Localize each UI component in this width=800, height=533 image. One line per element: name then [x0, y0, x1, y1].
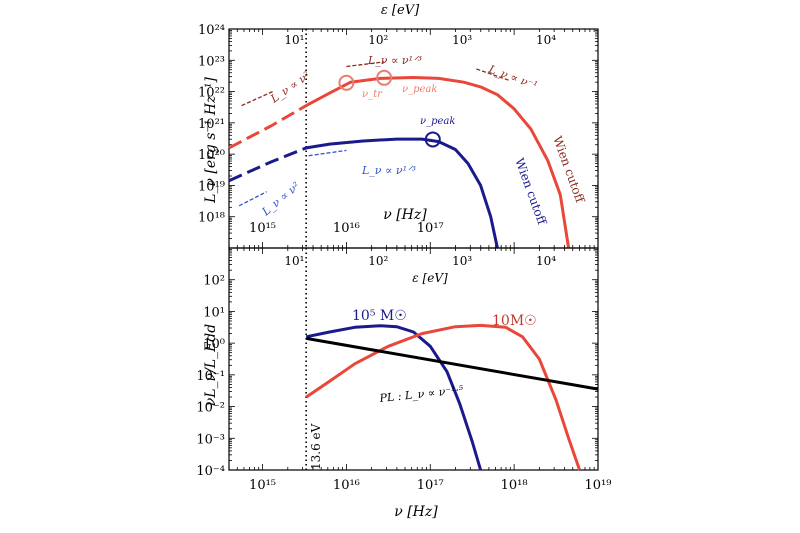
top-y-tick-label: 10¹⁸ — [198, 211, 225, 226]
label-pl: PL : L_ν ∝ ν⁻¹·⁵ — [378, 383, 465, 405]
bottom-y-tick-label: 10⁻² — [196, 401, 225, 416]
top-marker-lightred — [376, 69, 393, 86]
top-panel-ylabel: L_ν [erg s⁻¹ Hz⁻¹] — [203, 77, 219, 204]
bottom-y-tick-label: 10⁻³ — [196, 432, 225, 447]
bottom-y-tick-label: 10⁻⁴ — [196, 464, 225, 479]
label-wien-red: Wien cutoff — [550, 134, 587, 206]
bottom-series-black-solid — [305, 336, 599, 391]
bottom-panel-ylabel: νL_ν/L_Edd — [203, 324, 219, 407]
top-top-tick-label: 10¹ — [284, 33, 304, 47]
top-y-tick-label: 10²⁴ — [198, 23, 225, 38]
label-nupeak-blue: ν_peak — [420, 116, 455, 127]
top-slope-guide — [238, 191, 267, 207]
label-nu13-red: L_ν ∝ ν¹ᐟ³ — [367, 54, 422, 67]
label-num1-red: L_ν ∝ ν⁻¹ — [486, 62, 539, 92]
top-x-tick-label: 10¹⁵ — [249, 221, 276, 236]
bottom-series-red-solid — [305, 323, 582, 471]
top-top-tick-label: 10² — [368, 33, 388, 47]
bottom-panel-xlabel: ν [Hz] — [394, 504, 438, 520]
bottom-panel-top-axis-label: ε [eV] — [412, 271, 448, 285]
top-x-tick-label: 10¹⁶ — [333, 221, 360, 236]
label-nupeak-red: ν_peak — [402, 84, 437, 95]
bottom-y-tick-label: 10⁻¹ — [196, 369, 225, 384]
top-panel-xlabel: ν [Hz] — [383, 207, 427, 223]
top-top-tick-label: 10⁴ — [536, 33, 556, 47]
label-mass-red: 10M☉ — [492, 313, 537, 329]
bottom-x-tick-label: 10¹⁷ — [417, 478, 444, 493]
label-nu2-blue: L_ν ∝ ν² — [259, 179, 303, 219]
label-wien-blue: Wien cutoff — [512, 156, 549, 228]
top-x-tick-label: 10¹⁷ — [417, 221, 444, 236]
top-marker-blue — [424, 131, 441, 148]
bottom-x-tick-label: 10¹⁵ — [249, 478, 276, 493]
bottom-top-tick-label: 10³ — [452, 254, 472, 268]
bottom-top-tick-label: 10⁴ — [536, 254, 556, 268]
top-y-tick-label: 10²¹ — [198, 117, 225, 132]
bottom-panel: 10¹⁵ 10¹⁶ 10¹⁷ 10¹⁸ 10¹⁹ 10⁻⁴ 10⁻³ 10⁻² 10⁻¹ 10⁰ 1… — [196, 247, 612, 493]
bottom-y-tick-label: 10² — [203, 274, 225, 289]
label-nutr: ν_tr — [362, 89, 383, 100]
top-panel-top-axis-label: ε [eV] — [381, 3, 420, 18]
top-slope-guide — [308, 149, 347, 157]
top-y-tick-label: 10²⁰ — [198, 148, 225, 163]
top-series-red-dashed — [228, 104, 307, 150]
label-nu13-blue: L_ν ∝ ν¹ᐟ³ — [361, 164, 416, 177]
top-top-tick-label: 10³ — [452, 33, 472, 47]
top-slope-guide — [346, 61, 385, 68]
bottom-y-tick-label: 10⁰ — [203, 337, 225, 352]
bottom-x-tick-label: 10¹⁸ — [501, 478, 528, 493]
top-marker-lightred — [338, 74, 355, 91]
bottom-top-tick-label: 10² — [368, 254, 388, 268]
bottom-x-tick-label: 10¹⁹ — [585, 478, 612, 493]
bottom-plot-frame — [228, 247, 599, 471]
bottom-y-tick-label: 10¹ — [203, 305, 225, 320]
bottom-top-tick-label: 10¹ — [284, 254, 304, 268]
bottom-series-blue-solid — [305, 324, 483, 471]
label-mass-blue: 10⁵ M☉ — [352, 308, 407, 324]
top-panel: 10¹⁵ 10¹⁶ 10¹⁷ 10¹⁸ 10¹⁹ 10²⁰ 10²¹ 10²² 10²³ 10²⁴… — [198, 23, 599, 249]
top-series-red-solid — [305, 76, 571, 249]
top-y-tick-label: 10²² — [198, 86, 225, 101]
top-y-tick-label: 10²³ — [198, 54, 225, 69]
top-series-blue-dashed — [228, 146, 307, 183]
top-y-tick-label: 10¹⁹ — [198, 179, 225, 194]
bottom-x-tick-label: 10¹⁶ — [333, 478, 360, 493]
top-slope-guide — [241, 91, 273, 107]
label-136ev: 13.6 eV — [309, 423, 323, 470]
